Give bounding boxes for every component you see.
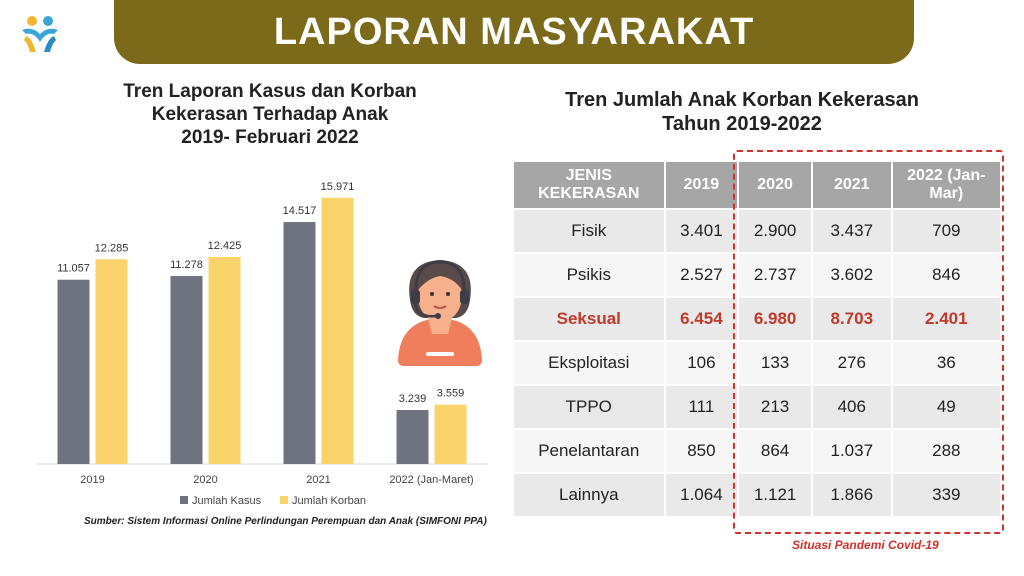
table-cell: Seksual bbox=[512, 296, 666, 342]
bar-jumlah-kasus bbox=[57, 279, 90, 464]
bar-value-label: 12.425 bbox=[208, 240, 242, 252]
bar-value-label: 12.285 bbox=[95, 242, 129, 254]
page-title: LAPORAN MASYARAKAT bbox=[273, 10, 755, 53]
bar-value-label: 11.278 bbox=[170, 259, 203, 271]
column-header: 2022 (Jan-Mar) bbox=[890, 160, 1003, 210]
bar-value-label: 3.239 bbox=[399, 393, 427, 405]
bar-value-label: 14.517 bbox=[283, 205, 317, 217]
table-cell: TPPO bbox=[512, 384, 666, 430]
chart-title-line: 2019- Februari 2022 bbox=[181, 127, 359, 148]
table-row: Penelantaran 850 864 1.037 288 bbox=[512, 428, 1003, 474]
chart-title-line: Tren Laporan Kasus dan Korban bbox=[123, 81, 417, 102]
column-header: 2019 bbox=[663, 160, 740, 210]
header-banner: LAPORAN MASYARAKAT bbox=[114, 0, 914, 64]
table-cell: Eksploitasi bbox=[512, 340, 666, 386]
chart-source: Sumber: Sistem Informasi Online Perlindu… bbox=[84, 516, 487, 527]
violence-type-table: JENIS KEKERASAN 2019 2020 2021 2022 (Jan… bbox=[512, 160, 1003, 518]
table-row: TPPO 111 213 406 49 bbox=[512, 384, 1003, 430]
legend-swatch bbox=[280, 496, 288, 504]
column-header: 2020 bbox=[737, 160, 813, 210]
bar-value-label: 11.057 bbox=[57, 263, 90, 275]
table-cell: 6.980 bbox=[737, 296, 813, 342]
table-header-row: JENIS KEKERASAN 2019 2020 2021 2022 (Jan… bbox=[512, 160, 1003, 210]
x-tick-label: 2020 bbox=[193, 474, 217, 486]
bar-jumlah-korban bbox=[321, 197, 354, 465]
table-row: Psikis 2.527 2.737 3.602 846 bbox=[512, 252, 1003, 298]
headset-operator-icon bbox=[398, 260, 482, 366]
bar-jumlah-kasus bbox=[283, 222, 316, 464]
table-cell: 339 bbox=[890, 472, 1003, 518]
table-cell: 850 bbox=[663, 428, 740, 474]
table-row: Eksploitasi 106 133 276 36 bbox=[512, 340, 1003, 386]
table-cell: 106 bbox=[663, 340, 740, 386]
column-header: JENIS KEKERASAN bbox=[512, 160, 666, 210]
table-cell: 133 bbox=[737, 340, 813, 386]
table-title-line: Tren Jumlah Anak Korban Kekerasan bbox=[565, 89, 919, 111]
bar-value-label: 15.971 bbox=[321, 181, 355, 193]
legend-swatch bbox=[180, 496, 188, 504]
bar-jumlah-kasus bbox=[170, 276, 203, 464]
table-cell: 8.703 bbox=[810, 296, 893, 342]
table-cell: 1.064 bbox=[663, 472, 740, 518]
table-cell: 6.454 bbox=[663, 296, 740, 342]
x-tick-label: 2021 bbox=[306, 474, 330, 486]
child-protection-logo-icon bbox=[22, 16, 58, 52]
table-cell: 213 bbox=[737, 384, 813, 430]
bar-jumlah-kasus bbox=[396, 410, 429, 464]
pandemic-note: Situasi Pandemi Covid-19 bbox=[792, 538, 939, 552]
x-tick-label: 2022 (Jan-Maret) bbox=[389, 474, 473, 486]
table-cell: Penelantaran bbox=[512, 428, 666, 474]
table-cell: 1.121 bbox=[737, 472, 813, 518]
bar-value-label: 3.559 bbox=[437, 388, 465, 400]
pandemic-highlight-box bbox=[733, 150, 1004, 534]
table-cell: 1.037 bbox=[810, 428, 893, 474]
table-row-highlighted: Seksual 6.454 6.980 8.703 2.401 bbox=[512, 296, 1003, 342]
table-row: Fisik 3.401 2.900 3.437 709 bbox=[512, 208, 1003, 254]
table-title-line: Tahun 2019-2022 bbox=[662, 113, 822, 135]
table-cell: 846 bbox=[890, 252, 1003, 298]
legend-label: Jumlah Korban bbox=[292, 495, 366, 507]
table-cell: 3.401 bbox=[663, 208, 740, 254]
table-cell: 111 bbox=[663, 384, 740, 430]
x-tick-label: 2019 bbox=[80, 474, 104, 486]
table-cell: 49 bbox=[890, 384, 1003, 430]
legend-label: Jumlah Kasus bbox=[192, 495, 262, 507]
table-cell: 36 bbox=[890, 340, 1003, 386]
table-row: Lainnya 1.064 1.121 1.866 339 bbox=[512, 472, 1003, 518]
bar-jumlah-korban bbox=[434, 404, 467, 464]
table-cell: 3.602 bbox=[810, 252, 893, 298]
table-cell: 3.437 bbox=[810, 208, 893, 254]
table-cell: Lainnya bbox=[512, 472, 666, 518]
chart-title-line: Kekerasan Terhadap Anak bbox=[151, 104, 389, 125]
table-title: Tren Jumlah Anak Korban Kekerasan Tahun … bbox=[520, 88, 964, 136]
table-cell: 406 bbox=[810, 384, 893, 430]
table-cell: 1.866 bbox=[810, 472, 893, 518]
bar-jumlah-korban bbox=[95, 259, 128, 464]
table-cell: Psikis bbox=[512, 252, 666, 298]
table-cell: 2.527 bbox=[663, 252, 740, 298]
table-cell: 864 bbox=[737, 428, 813, 474]
table-cell: 2.900 bbox=[737, 208, 813, 254]
column-header: 2021 bbox=[810, 160, 893, 210]
chart-title: Tren Laporan Kasus dan Korban Kekerasan … bbox=[80, 80, 460, 149]
table-cell: 709 bbox=[890, 208, 1003, 254]
table-cell: Fisik bbox=[512, 208, 666, 254]
table-cell: 2.401 bbox=[890, 296, 1003, 342]
bar-jumlah-korban bbox=[208, 256, 241, 464]
table-cell: 276 bbox=[810, 340, 893, 386]
table-cell: 2.737 bbox=[737, 252, 813, 298]
table-cell: 288 bbox=[890, 428, 1003, 474]
